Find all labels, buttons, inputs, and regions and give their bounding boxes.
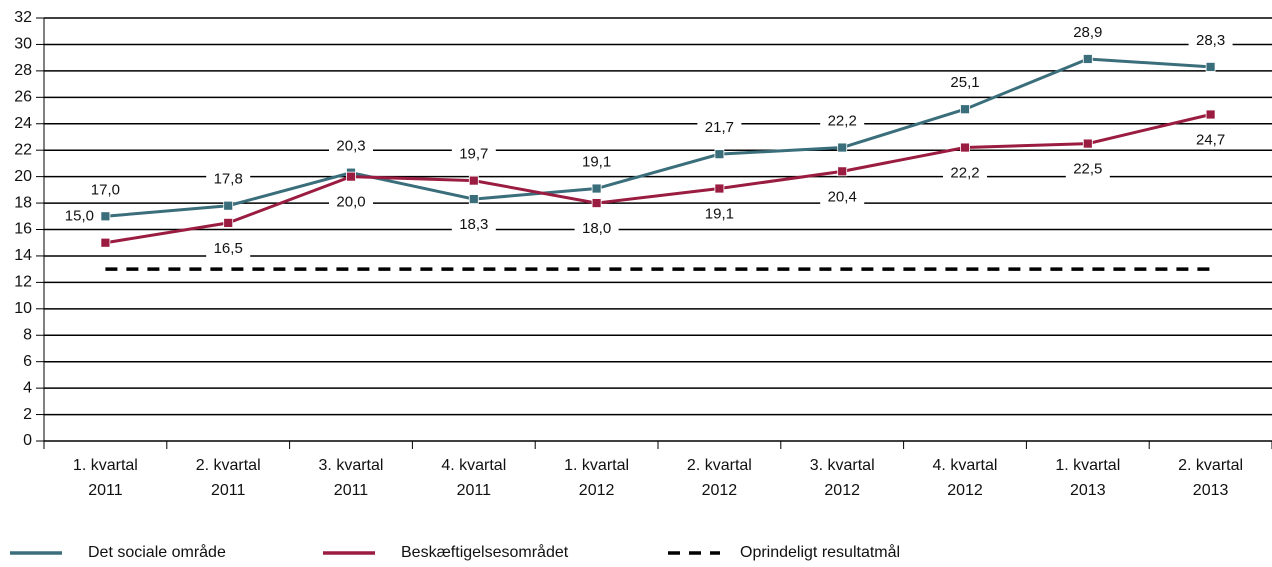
marker <box>468 194 479 204</box>
label-bg <box>1188 31 1233 50</box>
y-tick-label: 10 <box>14 300 32 317</box>
marker <box>591 183 602 194</box>
label-bg <box>206 239 251 258</box>
label-bg <box>329 193 373 212</box>
marker <box>591 198 602 208</box>
data-labels: 17,0 17,8 20,3 18,3 19,1 21,7 22,2 25,1 28,9 28,3… <box>57 23 1233 258</box>
label-bg <box>1188 131 1233 150</box>
label-bg <box>697 119 742 138</box>
marker <box>960 142 970 153</box>
y-tick-label: 22 <box>14 141 32 158</box>
marker <box>1082 54 1093 64</box>
legend-label: Det sociale område <box>88 543 226 561</box>
label-bg <box>574 153 619 172</box>
data-label: 22,5 <box>1073 161 1102 178</box>
data-label: 21,7 <box>705 119 734 136</box>
y-tick-label: 6 <box>23 353 32 370</box>
y-tick-label: 2 <box>23 406 32 423</box>
data-label: 16,5 <box>214 240 243 257</box>
data-label: 18,3 <box>459 216 488 233</box>
data-label: 19,1 <box>582 153 611 170</box>
data-label: 28,3 <box>1196 32 1225 49</box>
label-bg <box>820 188 865 207</box>
lines <box>100 54 1216 271</box>
x-tick-label: 1. kvartal 2013 <box>1055 457 1121 499</box>
x-tick-label: 3. kvartal 2011 <box>318 457 384 499</box>
data-label: 19,7 <box>459 146 488 163</box>
series-line <box>105 57 1211 218</box>
y-tick-label: 20 <box>14 168 32 185</box>
marker <box>837 142 848 153</box>
data-label: 22,2 <box>828 113 857 130</box>
data-label: 17,8 <box>214 171 243 188</box>
marker <box>1205 109 1216 120</box>
data-label: 25,1 <box>950 74 979 91</box>
data-label: 17,0 <box>91 181 120 198</box>
x-tick-label: 2. kvartal 2012 <box>686 457 752 499</box>
marker <box>100 237 111 248</box>
y-tick-label: 4 <box>23 379 32 396</box>
y-tick-label: 28 <box>14 62 32 79</box>
label-bg <box>943 74 987 93</box>
label-bg <box>451 216 496 235</box>
label-bg <box>329 137 373 156</box>
label-bg <box>206 170 251 189</box>
x-tick-label: 1. kvartal 2012 <box>564 457 630 499</box>
y-tick-label: 30 <box>14 36 32 53</box>
data-label: 19,1 <box>705 205 734 222</box>
label-bg <box>943 164 987 183</box>
x-tick-label: 1. kvartal 2011 <box>72 457 138 499</box>
x-tick-label: 4. kvartal 2012 <box>932 457 998 499</box>
legend-label: Oprindeligt resultatmål <box>740 543 900 561</box>
data-label: 15,0 <box>65 208 94 225</box>
marker <box>468 175 479 186</box>
series-line <box>105 113 1211 245</box>
y-tick-label: 32 <box>14 9 32 26</box>
data-label: 20,0 <box>336 194 365 211</box>
x-tick-label: 2. kvartal 2013 <box>1178 457 1244 499</box>
y-tick-label: 26 <box>14 89 32 106</box>
legend-label: Beskæftigelsesområdet <box>401 543 569 561</box>
label-bg <box>574 220 619 239</box>
marker <box>346 171 356 182</box>
x-tick-label: 3. kvartal 2012 <box>809 457 875 499</box>
marker <box>1205 62 1216 72</box>
data-label: 18,0 <box>582 220 611 237</box>
data-label: 22,2 <box>950 165 979 182</box>
marker <box>223 217 234 228</box>
label-bg <box>1065 23 1110 42</box>
data-label: 20,3 <box>336 138 365 155</box>
data-label: 28,9 <box>1073 24 1102 41</box>
data-label: 20,4 <box>828 188 857 205</box>
y-tick-label: 8 <box>23 326 32 343</box>
marker <box>837 166 848 177</box>
y-tick-label: 24 <box>14 115 32 132</box>
label-bg <box>820 112 865 131</box>
marker <box>714 149 725 160</box>
y-tick-label: 0 <box>23 432 32 449</box>
y-tick-label: 16 <box>14 221 32 238</box>
data-label: 24,7 <box>1196 131 1225 148</box>
label-bg <box>697 205 742 224</box>
y-tick-label: 14 <box>14 247 32 264</box>
marker <box>100 211 111 222</box>
y-tick-label: 18 <box>14 194 32 211</box>
label-bg <box>1065 160 1110 179</box>
x-tick-label: 4. kvartal 2011 <box>441 457 507 499</box>
x-tick-label: 2. kvartal 2011 <box>195 457 261 499</box>
label-bg <box>451 145 496 164</box>
y-tick-label: 12 <box>14 274 32 291</box>
label-bg <box>83 181 128 200</box>
marker <box>714 183 725 194</box>
label-bg <box>57 207 102 226</box>
marker <box>223 200 234 211</box>
marker <box>960 104 970 115</box>
marker <box>1082 138 1093 149</box>
